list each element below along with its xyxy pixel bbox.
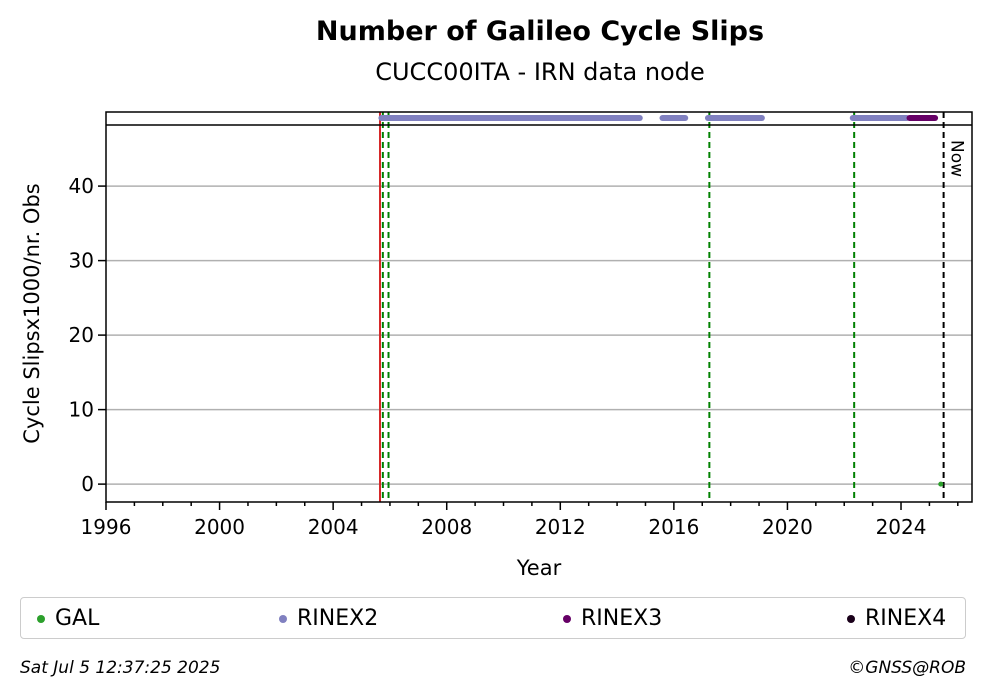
x-tick-label-2008: 2008: [421, 515, 472, 539]
series-gal-point-0: [938, 481, 944, 487]
y-tick-label-10: 10: [69, 398, 94, 422]
x-tick-label-2000: 2000: [194, 515, 245, 539]
legend-marker-gal: [37, 614, 45, 623]
y-tick-label-20: 20: [69, 323, 94, 347]
y-tick-label-0: 0: [81, 472, 94, 496]
legend-label-rinex3: RINEX3: [581, 606, 663, 631]
x-tick-label-2024: 2024: [876, 515, 927, 539]
y-axis-label: Cycle Slipsx1000/nr. Obs: [20, 183, 44, 443]
y-tick-label-30: 30: [69, 249, 94, 273]
x-axis-label: Year: [516, 556, 562, 580]
x-tick-label-1996: 1996: [81, 515, 132, 539]
legend-label-rinex2: RINEX2: [297, 606, 379, 631]
legend-item-rinex4: RINEX4: [847, 606, 946, 631]
chart-title: Number of Galileo Cycle Slips: [315, 16, 765, 47]
legend-item-rinex3: RINEX3: [563, 606, 662, 631]
x-tick-label-2020: 2020: [762, 515, 813, 539]
x-tick-label-2016: 2016: [648, 515, 699, 539]
legend-marker-rinex2: [279, 614, 287, 623]
y-tick-label-40: 40: [69, 174, 94, 198]
chart-subtitle: CUCC00ITA - IRN data node: [375, 58, 705, 86]
legend-item-rinex2: RINEX2: [279, 606, 378, 631]
plot-frame: [105, 111, 973, 503]
legend-marker-rinex3: [563, 614, 571, 623]
legend: GAL RINEX2 RINEX3 RINEX4: [20, 597, 966, 639]
x-tick-label-2004: 2004: [308, 515, 359, 539]
legend-item-gal: GAL: [37, 606, 99, 631]
timestamp: Sat Jul 5 12:37:25 2025: [20, 658, 221, 678]
legend-marker-rinex4: [847, 614, 855, 623]
credit: ©GNSS@ROB: [848, 658, 966, 678]
legend-label-gal: GAL: [55, 606, 100, 631]
x-tick-label-2012: 2012: [535, 515, 586, 539]
legend-label-rinex4: RINEX4: [865, 606, 947, 631]
now-label: Now: [947, 140, 967, 177]
